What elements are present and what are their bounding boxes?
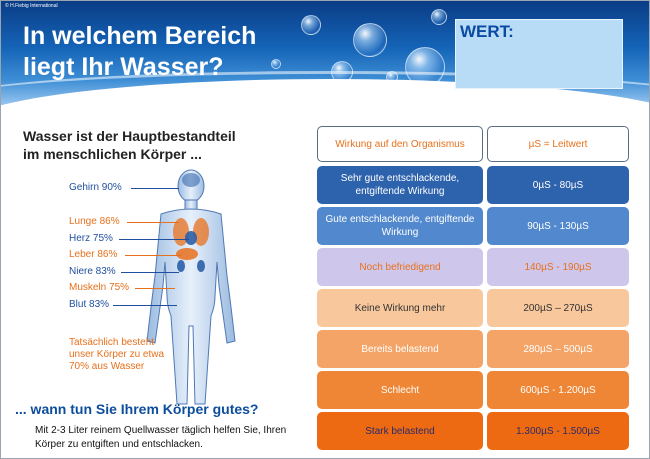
value-label: WERT: bbox=[460, 22, 514, 41]
kidney-left-organ bbox=[177, 260, 185, 272]
table-row-range: 0µS - 80µS bbox=[487, 166, 629, 204]
table-row-range: 90µS - 130µS bbox=[487, 207, 629, 245]
water-bubble bbox=[353, 23, 387, 57]
advice-text: Mit 2-3 Liter reinem Quellwasser täglich… bbox=[35, 425, 287, 450]
title-line-1: In welchem Bereich bbox=[23, 22, 257, 50]
organ-label-blood: Blut 83% bbox=[69, 299, 110, 310]
water-bubble bbox=[271, 59, 281, 69]
lung-right-organ bbox=[193, 218, 209, 246]
subtitle-line-2: im menschlichen Körper ... bbox=[23, 146, 202, 162]
water-fact-text: Tatsächlich besteht unser Körper zu etwa… bbox=[69, 337, 165, 372]
subtitle-line-1: Wasser ist der Hauptbestandteil bbox=[23, 128, 236, 144]
table-row-range: 600µS - 1.200µS bbox=[487, 371, 629, 409]
liver-organ bbox=[176, 248, 198, 260]
table-row-effect: Sehr gute entschlackende, entgiftende Wi… bbox=[317, 166, 483, 204]
table-header-value: µS = Leitwert bbox=[487, 126, 629, 162]
organ-label-kidney: Niere 83% bbox=[69, 266, 116, 277]
organs bbox=[173, 173, 209, 272]
table-row-range: 280µS – 500µS bbox=[487, 330, 629, 368]
heart-organ bbox=[185, 231, 197, 245]
leader-line bbox=[125, 255, 181, 256]
header-banner: © H.Fiebig International In welchem Bere… bbox=[1, 1, 649, 107]
wave-line bbox=[1, 71, 649, 107]
table-row-effect: Bereits belastend bbox=[317, 330, 483, 368]
section-subtitle: Wasser ist der Hauptbestandteil im mensc… bbox=[23, 127, 283, 163]
leader-line bbox=[121, 272, 179, 273]
table-header-effect: Wirkung auf den Organismus bbox=[317, 126, 483, 162]
copyright-text: © H.Fiebig International bbox=[5, 3, 58, 9]
table-row-effect: Stark belastend bbox=[317, 412, 483, 450]
question-heading: ... wann tun Sie Ihrem Körper gutes? bbox=[15, 401, 259, 417]
leader-line bbox=[131, 188, 179, 189]
leader-line bbox=[113, 305, 177, 306]
leader-line bbox=[135, 288, 175, 289]
water-bubble bbox=[301, 15, 321, 35]
human-body-illustration bbox=[146, 169, 236, 405]
leader-line bbox=[119, 239, 189, 240]
organ-label-muscles: Muskeln 75% bbox=[69, 282, 130, 293]
table-row-effect: Schlecht bbox=[317, 371, 483, 409]
table-row-range: 1.300µS - 1.500µS bbox=[487, 412, 629, 450]
kidney-right-organ bbox=[197, 260, 205, 272]
organ-label-brain: Gehirn 90% bbox=[69, 182, 122, 193]
table-row-range: 200µS – 270µS bbox=[487, 289, 629, 327]
organ-label-liver: Leber 86% bbox=[69, 249, 118, 260]
page-title: In welchem Bereich liegt Ihr Wasser? bbox=[23, 21, 323, 83]
organ-label-lung: Lunge 86% bbox=[69, 216, 120, 227]
water-bubble bbox=[431, 9, 447, 25]
value-entry-box[interactable]: WERT: bbox=[455, 19, 623, 89]
title-line-2: liegt Ihr Wasser? bbox=[23, 53, 224, 81]
table-row-effect: Gute entschlackende, entgiftende Wirkung bbox=[317, 207, 483, 245]
organ-label-heart: Herz 75% bbox=[69, 233, 113, 244]
leader-line bbox=[127, 222, 179, 223]
table-row-effect: Noch befriedigend bbox=[317, 248, 483, 286]
table-row-effect: Keine Wirkung mehr bbox=[317, 289, 483, 327]
brain-organ bbox=[182, 173, 200, 187]
table-row-range: 140µS - 190µS bbox=[487, 248, 629, 286]
